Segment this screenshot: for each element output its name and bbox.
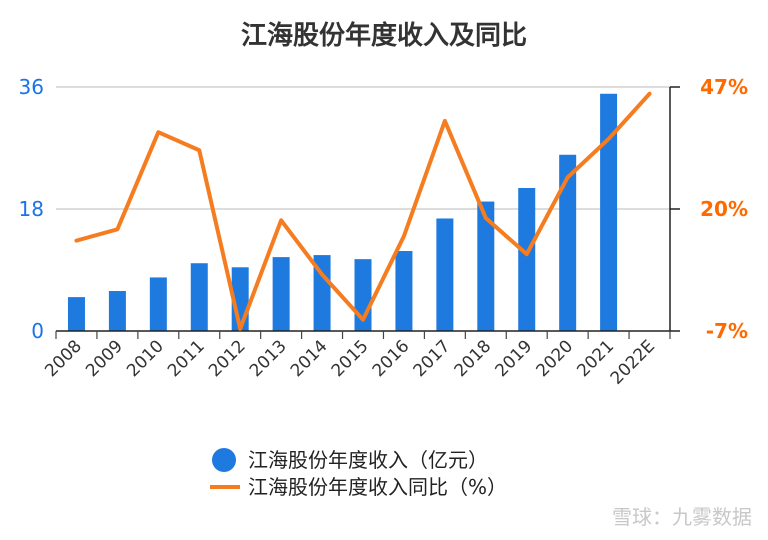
bar-2016 [395, 251, 413, 331]
legend: 江海股份年度收入（亿元） 江海股份年度收入同比（%） [210, 448, 507, 499]
bar-2011 [190, 263, 208, 331]
bar-2018 [477, 201, 495, 331]
bar-2017 [436, 218, 454, 331]
bar-2014 [313, 255, 331, 331]
x-tick-label-2020: 2020 [532, 336, 577, 381]
line-series [74, 91, 652, 331]
left-tick-label-2: 36 [19, 75, 44, 99]
x-tick-label-2022E: 2022E [607, 336, 659, 388]
x-tick-label-2013: 2013 [246, 336, 291, 381]
left-tick-label-1: 18 [19, 197, 44, 221]
x-tick-label-2016: 2016 [369, 336, 414, 381]
legend-bar-label: 江海股份年度收入（亿元） [248, 448, 488, 472]
grid-lines [56, 86, 670, 210]
watermark-text: 雪球：九雾数据 [612, 505, 752, 529]
x-tick-label-2017: 2017 [410, 336, 455, 381]
bar-2008 [67, 297, 85, 331]
right-tick-label-1: 20% [700, 197, 748, 221]
bar-2009 [108, 291, 126, 331]
x-tick-label-2018: 2018 [451, 336, 496, 381]
right-tick-label-2: 47% [700, 75, 748, 99]
x-tick-label-2019: 2019 [492, 336, 537, 381]
x-tick-label-2008: 2008 [41, 336, 86, 381]
chart-title: 江海股份年度收入及同比 [241, 20, 527, 51]
right-tick-label-0: -7% [706, 319, 748, 343]
bar-series [67, 93, 618, 332]
bar-2013 [272, 257, 290, 331]
bar-2010 [149, 277, 167, 331]
bar-2019 [518, 187, 536, 331]
yoy-line [74, 91, 652, 331]
bar-2021 [600, 93, 618, 332]
left-tick-label-0: 0 [31, 319, 44, 343]
legend-bar-marker [212, 448, 236, 472]
x-tick-label-2010: 2010 [123, 336, 168, 381]
x-tick-label-2014: 2014 [287, 336, 332, 381]
x-tick-label-2012: 2012 [205, 336, 250, 381]
tick-labels: 01836-7%20%47%20082009201020112012201320… [19, 75, 748, 389]
axes [55, 86, 680, 339]
bar-2020 [559, 154, 577, 331]
x-tick-label-2011: 2011 [164, 336, 209, 381]
x-tick-label-2009: 2009 [82, 336, 127, 381]
legend-line-label: 江海股份年度收入同比（%） [248, 475, 507, 499]
x-tick-label-2015: 2015 [328, 336, 373, 381]
